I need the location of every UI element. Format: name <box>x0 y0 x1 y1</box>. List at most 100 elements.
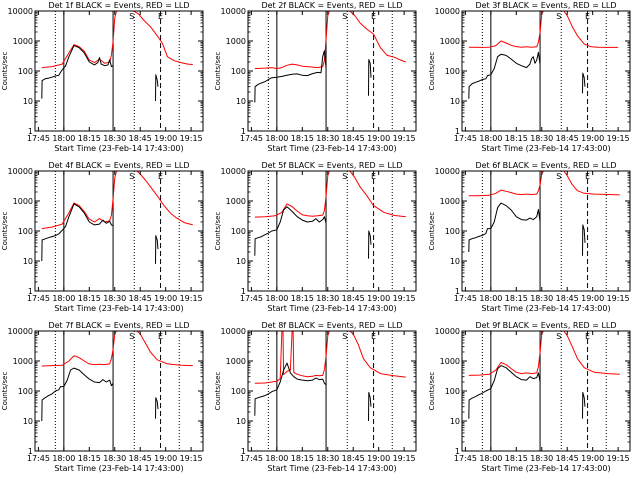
x-tick-label: 17:45 <box>240 454 263 463</box>
y-tick-label: 1000 <box>226 197 246 206</box>
x-tick-label: 19:15 <box>393 454 416 463</box>
panel-data <box>468 331 620 419</box>
y-tick-label: 10 <box>450 97 460 106</box>
events-series-line <box>254 362 327 416</box>
y-tick-label: 1000 <box>440 37 460 46</box>
x-tick-label: 17:45 <box>454 294 477 303</box>
y-tick-label: 100 <box>18 387 33 396</box>
y-tick-label: 1000 <box>13 37 33 46</box>
x-tick-label: 18:45 <box>556 294 579 303</box>
x-tick-label: 19:15 <box>180 134 203 143</box>
panel-frame <box>34 330 204 452</box>
marker-label-e: E <box>585 332 590 341</box>
x-axis-label: Start Time (23-Feb-14 17:43:00) <box>54 464 183 473</box>
y-tick-label: 1000 <box>440 357 460 366</box>
x-tick-label: 18:45 <box>342 134 365 143</box>
lld-series-line <box>468 331 620 376</box>
panel-frame <box>34 10 204 132</box>
marker-label-s: S <box>556 12 561 21</box>
x-tick-label: 17:45 <box>240 294 263 303</box>
x-tick-label: 18:00 <box>52 454 75 463</box>
panel-title: Det 2f BLACK = Events, RED = LLD <box>261 1 402 10</box>
events-series-line <box>41 203 114 262</box>
x-tick-label: 18:30 <box>103 294 126 303</box>
x-tick-label: 18:15 <box>78 294 101 303</box>
x-tick-label: 19:15 <box>607 454 630 463</box>
lld-series-line <box>41 11 193 69</box>
marker-label-s: S <box>556 172 561 181</box>
y-axis-label: Counts/sec <box>214 212 222 251</box>
x-tick-label: 18:00 <box>265 454 288 463</box>
y-tick-label: 10000 <box>8 167 33 176</box>
events-series-line <box>468 202 541 253</box>
panel-frame <box>247 10 417 132</box>
panel-title: Det 5f BLACK = Events, RED = LLD <box>261 161 402 170</box>
y-tick-label: 100 <box>231 387 246 396</box>
events-series-line <box>254 206 327 256</box>
y-tick-label: 10000 <box>8 327 33 336</box>
events-series-line <box>368 230 372 259</box>
marker-label-s: S <box>342 12 347 21</box>
events-series-line <box>254 50 327 103</box>
y-tick-label: 1 <box>28 127 33 136</box>
panel-data <box>254 171 406 259</box>
marker-label-s: S <box>342 172 347 181</box>
lld-series-line <box>254 331 406 384</box>
x-tick-label: 18:15 <box>505 134 528 143</box>
x-tick-label: 19:15 <box>393 294 416 303</box>
x-tick-label: 19:00 <box>367 454 390 463</box>
y-tick-label: 10 <box>450 417 460 426</box>
y-tick-label: 1 <box>241 287 246 296</box>
events-series-line <box>41 45 114 99</box>
panel-data <box>41 11 193 102</box>
x-tick-label: 18:15 <box>78 454 101 463</box>
lld-series-line <box>468 171 620 197</box>
y-tick-label: 10 <box>450 257 460 266</box>
y-tick-label: 100 <box>18 227 33 236</box>
x-tick-label: 18:15 <box>505 454 528 463</box>
x-tick-label: 18:00 <box>479 134 502 143</box>
x-axis-label: Start Time (23-Feb-14 17:43:00) <box>481 144 610 153</box>
x-axis-label: Start Time (23-Feb-14 17:43:00) <box>54 304 183 313</box>
y-tick-label: 1 <box>28 447 33 456</box>
y-tick-label: 1000 <box>13 357 33 366</box>
marker-label-e: E <box>371 332 376 341</box>
y-tick-label: 100 <box>231 227 246 236</box>
x-tick-label: 17:45 <box>454 454 477 463</box>
x-tick-label: 19:15 <box>393 134 416 143</box>
y-axis-label: Counts/sec <box>1 52 9 91</box>
y-tick-label: 10000 <box>435 7 460 16</box>
lld-series-line <box>468 11 619 48</box>
events-series-line <box>582 72 586 94</box>
panel-title: Det 4f BLACK = Events, RED = LLD <box>48 161 189 170</box>
panel-frame <box>461 330 631 452</box>
panel-title: Det 7f BLACK = Events, RED = LLD <box>48 321 189 330</box>
marker-label-e: E <box>371 172 376 181</box>
x-tick-label: 18:00 <box>52 134 75 143</box>
panel-data <box>41 171 193 264</box>
y-axis-label: Counts/sec <box>1 372 9 411</box>
panel-title: Det 3f BLACK = Events, RED = LLD <box>475 1 616 10</box>
y-tick-label: 10000 <box>221 7 246 16</box>
x-tick-label: 18:00 <box>52 294 75 303</box>
y-axis-label: Counts/sec <box>214 372 222 411</box>
x-axis-label: Start Time (23-Feb-14 17:43:00) <box>481 464 610 473</box>
y-tick-label: 1000 <box>440 197 460 206</box>
y-tick-label: 100 <box>445 67 460 76</box>
x-tick-label: 18:00 <box>265 134 288 143</box>
marker-label-e: E <box>585 172 590 181</box>
y-tick-label: 1 <box>241 127 246 136</box>
y-tick-label: 10 <box>23 97 33 106</box>
events-series-line <box>582 224 586 256</box>
x-axis-label: Start Time (23-Feb-14 17:43:00) <box>267 144 396 153</box>
y-tick-label: 1 <box>455 447 460 456</box>
x-tick-label: 17:45 <box>27 294 50 303</box>
events-series-line <box>155 74 159 102</box>
x-tick-label: 17:45 <box>27 134 50 143</box>
